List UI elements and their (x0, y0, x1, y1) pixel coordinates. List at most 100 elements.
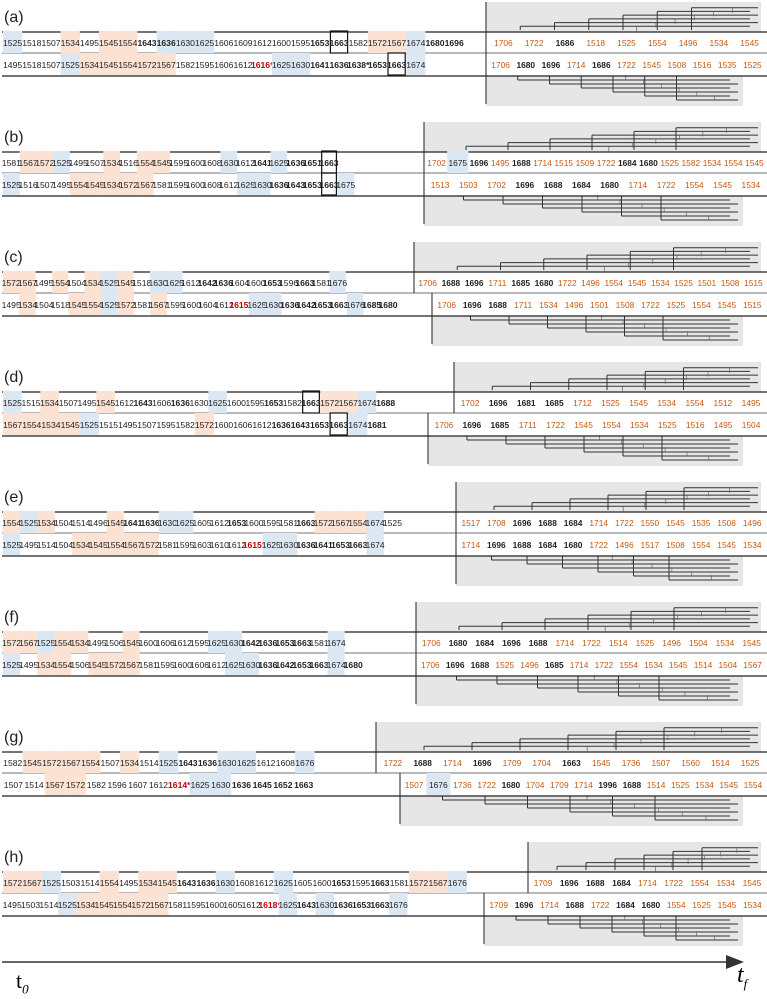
tail-cell: 1545 (740, 38, 759, 48)
cell-blue (225, 653, 243, 675)
sequence-cell: 1625 (278, 900, 297, 910)
tail-cell: 1508 (616, 300, 635, 310)
tail-cell: 1554 (619, 660, 638, 670)
tail-cell: 1714 (461, 540, 480, 550)
tree-lower-bg (424, 196, 743, 226)
sequence-cell: 1581 (312, 278, 331, 288)
tail-cell: 1706 (437, 300, 456, 310)
sequence-cell: 1581 (279, 518, 298, 528)
cell-orange (349, 511, 367, 533)
sequence-cell: 1581 (133, 300, 152, 310)
tail-cell: 1545 (669, 660, 688, 670)
tail-cell: 1550 (641, 518, 660, 528)
sequence-cell: 1600 (173, 660, 192, 670)
sequence-cell: 1545 (99, 60, 118, 70)
axis-start-sub: 0 (22, 981, 29, 997)
cell-orange (106, 511, 125, 533)
cell-blue (3, 653, 21, 675)
cell-blue (100, 271, 118, 293)
sequence-cell: 1567 (123, 540, 142, 550)
tail-cell: 1515 (743, 300, 762, 310)
sequence-cell: 1600 (186, 158, 205, 168)
sequence-cell: 1681 (367, 420, 386, 430)
tail-cell: 1714 (540, 900, 559, 910)
tail-cell: 1516 (686, 420, 705, 430)
sequence-cell: 1518 (51, 300, 70, 310)
sequence-cell: 1554 (69, 180, 88, 190)
sequence-cell: 1663 (301, 398, 320, 408)
cell-orange (157, 871, 177, 893)
cell-orange (106, 533, 125, 555)
cell-orange (84, 271, 101, 293)
tail-cell: 1525 (743, 60, 762, 70)
sequence-cell: 1630 (291, 60, 310, 70)
tail-cell: 1696 (515, 900, 534, 910)
cell-orange (61, 751, 81, 773)
sequence-cell: 1653 (310, 38, 329, 48)
tail-cell: 1663 (562, 758, 581, 768)
tail-cell: 1684 (616, 900, 635, 910)
sequence-cell: 1596 (279, 278, 298, 288)
cell-orange (3, 511, 21, 533)
tail-cell: 1496 (679, 38, 698, 48)
sequence-cell: 1674 (366, 518, 385, 528)
cell-box (329, 30, 349, 54)
sequence-cell: 1607 (128, 780, 147, 790)
sequence-cell: 1663 (292, 638, 311, 648)
sequence-cell: 1630 (241, 660, 260, 670)
tree-lower-bg (484, 916, 743, 946)
sequence-cell: 1636 (198, 758, 217, 768)
tail-cell: 1711 (514, 300, 532, 310)
sequence-cell: 1643 (286, 180, 305, 190)
sequence-cell: 1545 (61, 420, 80, 430)
tail-cell: 1686 (592, 60, 611, 70)
cell-orange (19, 151, 37, 173)
sequence-cell: 1642 (197, 278, 216, 288)
tail-cell: 1525 (658, 420, 677, 430)
tail-cell: 1736 (622, 758, 641, 768)
sequence-cell: 1606 (152, 398, 171, 408)
sequence-cell: 1595 (186, 900, 205, 910)
tail-cell: 1518 (586, 38, 605, 48)
cell-orange (339, 391, 358, 413)
sequence-cell: 1612 (236, 158, 255, 168)
cell-blue (3, 173, 20, 195)
cell-orange (367, 31, 387, 53)
sequence-cell: 1612 (173, 638, 192, 648)
sequence-cell: 1625 (274, 878, 293, 888)
sequence-cell: 1630 (176, 38, 195, 48)
panel-label: (h) (4, 849, 24, 866)
tail-cell: 1714 (555, 638, 574, 648)
cell-orange (84, 293, 102, 315)
tail-cell: 1534 (644, 660, 663, 670)
cell-orange (118, 53, 138, 75)
tail-cell: 1688 (513, 540, 532, 550)
tail-cell: 1686 (556, 38, 575, 48)
sequence-cell: 1605 (223, 900, 242, 910)
sequence-cell: 1582 (176, 420, 195, 430)
cell-blue (215, 871, 235, 893)
cell-orange (80, 751, 101, 773)
sequence-cell: 1625 (262, 540, 281, 550)
sequence-cell: 1625 (165, 278, 184, 288)
cell-orange (40, 391, 59, 413)
cell-blue (329, 271, 346, 293)
sequence-cell: 1518 (22, 38, 41, 48)
sequence-cell: 1514 (80, 878, 99, 888)
tail-cell: 1714 (570, 660, 589, 670)
tail-cell: 1696 (463, 420, 482, 430)
sequence-cell: 1643 (137, 38, 156, 48)
sequence-cell: 1507 (101, 758, 120, 768)
sequence-cell: 1680 (344, 660, 363, 670)
sequence-cell: 1572 (368, 38, 387, 48)
sequence-cell: 1653 (275, 638, 294, 648)
tail-cell: 1534 (716, 638, 735, 648)
tail-cell: 1714 (574, 780, 593, 790)
sequence-cell: 1636 (232, 780, 251, 790)
sequence-cell: 1612 (219, 180, 238, 190)
tail-cell: 1504 (689, 638, 708, 648)
sequence-cell: 1663 (370, 878, 389, 888)
tail-cell: 1504 (742, 420, 761, 430)
tail-cell: 1684 (612, 878, 631, 888)
tail-cell: 1696 (470, 158, 489, 168)
